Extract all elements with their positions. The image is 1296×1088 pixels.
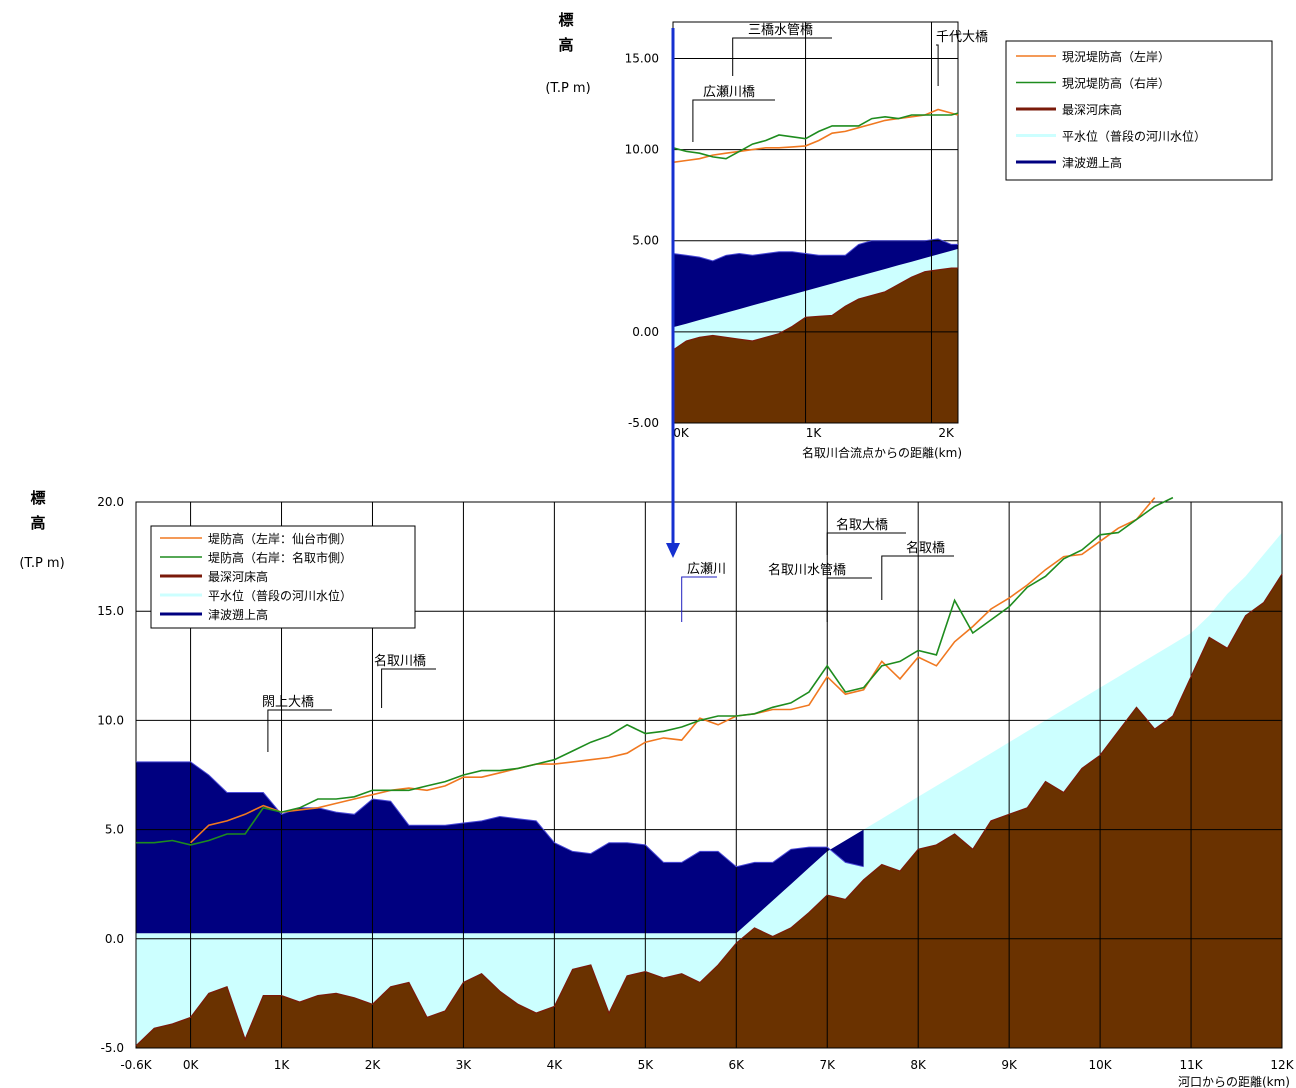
landmark-label-5: 名取橋 (906, 540, 945, 556)
xtick-label-8: 7K (819, 1058, 836, 1072)
main-legend: 堤防高（左岸：仙台市側） 堤防高（右岸：名取市側） 最深河床高平水位（普段の河川水位… (150, 525, 416, 629)
landmark-label-3: 名取川水管橋 (768, 562, 846, 578)
landmark-label-2: 広瀬川 (687, 562, 726, 577)
tsunami-line (136, 761, 864, 868)
main-lines (135, 496, 1283, 1047)
main-xlabel: 河口からの距離(km) (1178, 1075, 1290, 1088)
right-bank-line (672, 112, 959, 160)
main-ylabel-char-1: 標 (30, 489, 45, 507)
xtick-label-13: 12K (1270, 1058, 1294, 1072)
legend-label-1: 現況堤防高（右岸） (1062, 76, 1170, 91)
connector-arrow-head (666, 543, 680, 558)
tsunami-area (136, 761, 864, 934)
xtick-label-0: 0K (673, 426, 690, 440)
xtick-label-1: 0K (183, 1058, 200, 1072)
landmark-label-4: 名取大橋 (836, 517, 888, 533)
xtick-label-0: -0.6K (120, 1058, 152, 1072)
legend-label-0: 堤防高（左岸：仙台市側） (208, 531, 352, 546)
landmark-leader-5 (881, 555, 954, 600)
ytick-label-4: 15.0 (97, 604, 124, 618)
main-ticks: -5.0 0.0 5.0 10.0 15.0 20.0 -0.6K 0K 1K 2K 3K 4K 5K 6… (97, 495, 1294, 1072)
xtick-label-1: 1K (806, 426, 823, 440)
left-bank-line (190, 497, 1156, 844)
ytick-label-2: 5.00 (632, 234, 659, 248)
landmark-leader-3 (826, 577, 872, 622)
landmark-leader-0 (732, 37, 832, 76)
xtick-label-2: 2K (938, 426, 955, 440)
legend-label-4: 津波遡上高 (208, 607, 268, 622)
ytick-label-1: 0.00 (632, 325, 659, 339)
landmark-leader-4 (826, 532, 906, 555)
inset-ylabel-char-2: 高 (558, 36, 573, 54)
riverbed-line (672, 267, 958, 351)
tsunami-line (672, 238, 958, 262)
riverbed-line (135, 573, 1283, 1047)
legend-label-3: 平水位（普段の河川水位） (208, 588, 352, 603)
legend-label-4: 津波遡上高 (1062, 155, 1122, 170)
inset-ylabel-char-1: 標 (558, 11, 573, 29)
ytick-label-3: 10.00 (625, 143, 659, 157)
landmark-leader-1 (936, 44, 939, 86)
landmark-leader-1 (381, 668, 436, 708)
xtick-label-3: 2K (365, 1058, 382, 1072)
ytick-label-5: 20.0 (97, 495, 124, 509)
left-bank-line (672, 108, 959, 164)
landmark-label-1: 千代大橋 (936, 30, 988, 45)
inset-lines (672, 108, 959, 351)
tsunami-area (673, 238, 958, 328)
main-chart: -5.0 0.0 5.0 10.0 15.0 20.0 -0.6K 0K 1K 2K 3K 4K 5K 6… (19, 489, 1294, 1088)
legend-label-2: 最深河床高 (1062, 102, 1122, 117)
landmark-leader-2 (681, 576, 717, 622)
ytick-label-3: 10.0 (97, 713, 124, 727)
legend-label-2: 最深河床高 (208, 569, 268, 584)
inset-xlabel: 名取川合流点からの距離(km) (802, 445, 962, 460)
plot-frame (135, 501, 1283, 1049)
ytick-label-4: 15.00 (625, 51, 659, 65)
legend-label-1: 堤防高（右岸：名取市側） (208, 550, 352, 565)
ytick-label-1: 0.0 (105, 932, 124, 946)
legend-label-0: 現況堤防高（左岸） (1062, 49, 1170, 64)
connector-arrow (666, 28, 680, 558)
xtick-label-6: 5K (638, 1058, 655, 1072)
inset-fills (673, 238, 958, 423)
riverbed-area (673, 268, 958, 423)
main-legend-items: 堤防高（左岸：仙台市側） 堤防高（右岸：名取市側） 最深河床高平水位（普段の河川水位… (160, 531, 352, 622)
riverbed-area (136, 574, 1282, 1048)
ytick-label-0: -5.00 (628, 416, 659, 430)
main-fills (136, 532, 1282, 1048)
xtick-label-12: 11K (1179, 1058, 1203, 1072)
xtick-label-9: 8K (910, 1058, 927, 1072)
landmark-leader-0 (267, 709, 332, 752)
xtick-label-10: 9K (1001, 1058, 1018, 1072)
xtick-label-7: 6K (729, 1058, 746, 1072)
xtick-label-11: 10K (1089, 1058, 1113, 1072)
main-ylabel-char-2: 高 (30, 514, 45, 532)
inset-ylabel-unit: (T.P m) (545, 81, 590, 96)
main-ylabel-unit: (T.P m) (19, 556, 64, 571)
right-bank-line (136, 496, 1174, 846)
legend-label-3: 平水位（普段の河川水位） (1062, 129, 1206, 144)
ytick-label-0: -5.0 (101, 1041, 124, 1055)
inset-ticks: -5.00 0.00 5.00 10.00 15.00 0K 1K 2K (625, 51, 955, 440)
landmark-leader-2 (692, 99, 775, 142)
landmark-label-0: 三橋水管橋 (748, 23, 813, 38)
xtick-label-2: 1K (274, 1058, 291, 1072)
landmark-label-1: 名取川橋 (374, 653, 426, 669)
xtick-label-5: 4K (547, 1058, 564, 1072)
landmark-label-0: 閖上大橋 (262, 695, 314, 710)
ytick-label-2: 5.0 (105, 823, 124, 837)
xtick-label-4: 3K (456, 1058, 473, 1072)
landmark-label-2: 広瀬川橋 (703, 85, 755, 100)
